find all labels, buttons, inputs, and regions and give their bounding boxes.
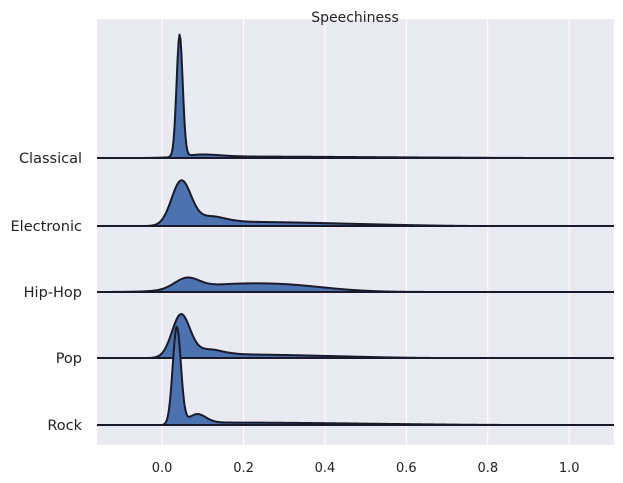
category-label-pop: Pop: [56, 351, 82, 367]
category-label-rock: Rock: [47, 418, 82, 434]
ridge-hip-hop: [96, 276, 615, 293]
ridge-pop: [96, 313, 615, 359]
x-tick-label-0: 0.0: [152, 461, 173, 476]
category-label-electronic: Electronic: [11, 219, 83, 235]
ridge-line-hip-hop: [96, 276, 615, 293]
x-tick-label-3: 0.6: [396, 461, 417, 476]
x-axis-ticks: 0.0 0.2 0.4 0.6 0.8 1.0: [152, 461, 580, 476]
category-label-classical: Classical: [19, 151, 82, 167]
category-label-hip-hop: Hip-Hop: [24, 285, 82, 301]
ridge-classical: [96, 33, 615, 159]
chart-title: Speechiness: [311, 10, 399, 26]
ridge-line-classical: [96, 33, 615, 159]
ridge-line-electronic: [96, 179, 615, 227]
category-labels: Classical Electronic Hip-Hop Pop Rock: [11, 151, 83, 434]
ridges: [96, 33, 615, 426]
x-tick-label-4: 0.8: [477, 461, 498, 476]
x-tick-label-1: 0.2: [233, 461, 254, 476]
x-tick-label-2: 0.4: [315, 461, 336, 476]
x-tick-label-5: 1.0: [559, 461, 580, 476]
ridge-line-pop: [96, 313, 615, 359]
ridge-fill-hip-hop: [97, 277, 614, 292]
ridge-rock: [96, 325, 615, 426]
ridge-line-rock: [96, 325, 615, 426]
grid-lines: [161, 19, 570, 445]
ridge-electronic: [96, 179, 615, 227]
